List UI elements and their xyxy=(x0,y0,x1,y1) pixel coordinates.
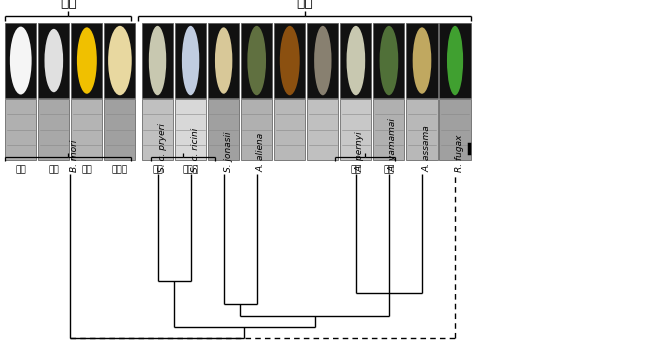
Bar xyxy=(72,23,103,98)
Ellipse shape xyxy=(182,26,200,95)
Text: 日本: 日本 xyxy=(152,165,163,174)
Bar xyxy=(439,23,471,98)
Bar xyxy=(38,99,70,160)
Text: 中国: 中国 xyxy=(384,165,395,174)
Bar xyxy=(307,23,339,98)
Text: A. yamamai: A. yamamai xyxy=(389,118,398,172)
Text: A. aliena: A. aliena xyxy=(257,133,266,172)
Text: A. assama: A. assama xyxy=(422,125,431,172)
Text: 日本: 日本 xyxy=(16,165,26,174)
Text: インド: インド xyxy=(183,165,199,174)
Bar xyxy=(175,99,206,160)
Ellipse shape xyxy=(108,26,132,95)
Ellipse shape xyxy=(314,26,332,95)
Bar xyxy=(373,23,404,98)
Text: A. pernyi: A. pernyi xyxy=(356,131,365,172)
Bar xyxy=(72,99,103,160)
Ellipse shape xyxy=(413,27,432,94)
Text: S. jonasii: S. jonasii xyxy=(224,132,233,172)
Bar xyxy=(307,99,339,160)
Bar xyxy=(142,23,173,98)
Ellipse shape xyxy=(380,26,398,95)
Ellipse shape xyxy=(149,26,166,95)
Bar xyxy=(241,99,272,160)
Bar xyxy=(406,99,437,160)
Bar xyxy=(38,23,70,98)
Text: B. mori: B. mori xyxy=(70,140,79,172)
Bar xyxy=(208,99,239,160)
Text: S. c. ricini: S. c. ricini xyxy=(190,128,200,172)
Ellipse shape xyxy=(215,27,232,94)
Ellipse shape xyxy=(447,26,463,95)
Ellipse shape xyxy=(10,27,32,94)
Bar xyxy=(142,99,173,160)
Bar xyxy=(5,99,36,160)
Ellipse shape xyxy=(77,27,97,94)
Bar xyxy=(208,23,239,98)
Text: 野蛚: 野蛚 xyxy=(296,0,313,9)
Bar xyxy=(274,99,306,160)
Text: R. fugax: R. fugax xyxy=(455,134,464,172)
Bar xyxy=(105,23,135,98)
Bar xyxy=(175,23,206,98)
Ellipse shape xyxy=(280,26,300,95)
Bar xyxy=(341,99,371,160)
Bar xyxy=(406,23,437,98)
Bar xyxy=(274,23,306,98)
Text: 家蛚: 家蛚 xyxy=(60,0,77,9)
Bar xyxy=(341,23,371,98)
Bar xyxy=(241,23,272,98)
Ellipse shape xyxy=(346,26,365,95)
Text: 日本: 日本 xyxy=(350,165,361,174)
Bar xyxy=(439,99,471,160)
Ellipse shape xyxy=(248,26,266,95)
Bar xyxy=(373,99,404,160)
Text: S. c. pryeri: S. c. pryeri xyxy=(157,123,166,172)
Text: タイ: タイ xyxy=(81,165,92,174)
Bar xyxy=(5,23,36,98)
Bar xyxy=(105,99,135,160)
Ellipse shape xyxy=(44,29,63,92)
Text: 中国: 中国 xyxy=(49,165,59,174)
Text: インド: インド xyxy=(112,165,128,174)
